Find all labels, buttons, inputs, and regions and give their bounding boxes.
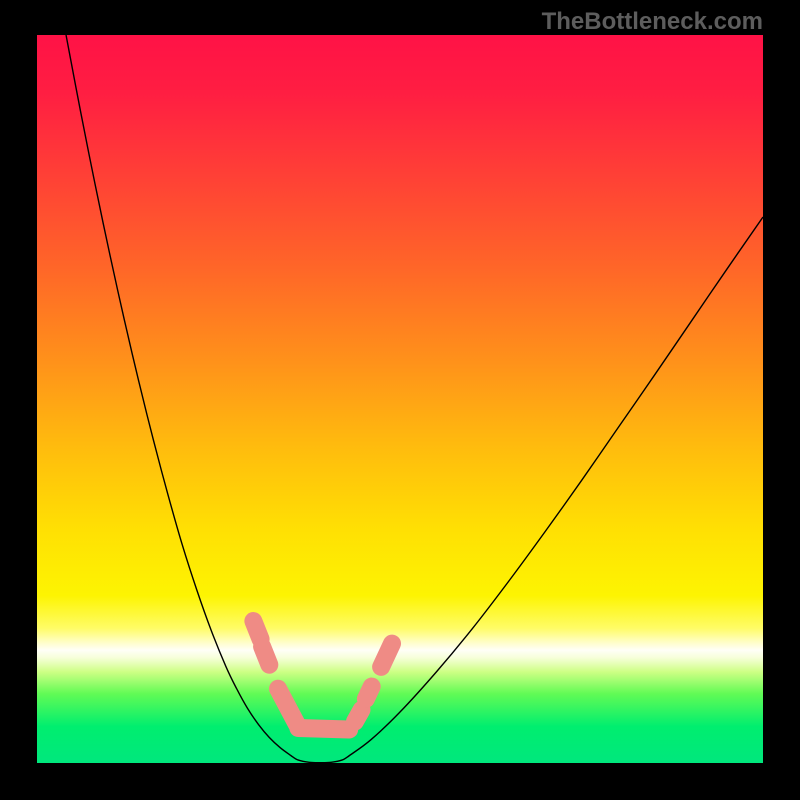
- chart-svg: [0, 0, 800, 800]
- watermark-text: TheBottleneck.com: [542, 8, 763, 36]
- annotation-marker: [381, 644, 392, 667]
- bottleneck-curve: [66, 35, 763, 763]
- annotation-marker: [366, 687, 372, 699]
- chart-container: TheBottleneck.com: [0, 0, 800, 800]
- annotation-marker: [298, 728, 349, 729]
- annotation-marker: [262, 647, 269, 665]
- annotation-marker: [253, 621, 260, 639]
- annotation-marker: [355, 710, 362, 722]
- annotation-marker: [278, 689, 297, 725]
